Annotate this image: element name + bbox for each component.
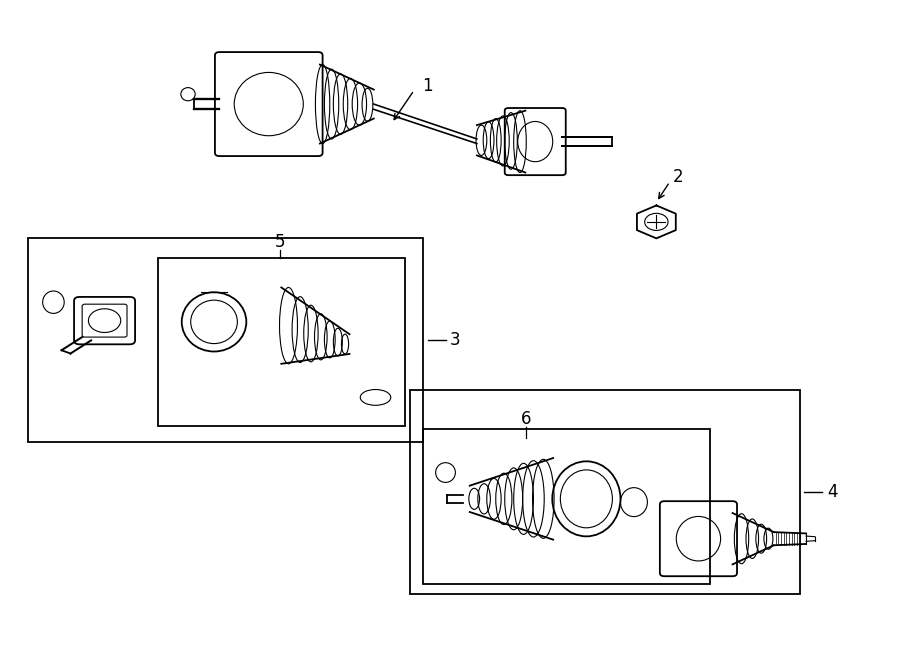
Text: 6: 6 [521,410,532,428]
Text: 3: 3 [450,331,461,350]
Text: 4: 4 [827,483,837,501]
Bar [28,239,423,442]
Text: 5: 5 [274,233,284,251]
Text: 2: 2 [672,168,683,186]
Text: 1: 1 [422,77,433,95]
Bar [410,390,800,594]
Bar [158,258,405,426]
Bar [423,429,710,584]
